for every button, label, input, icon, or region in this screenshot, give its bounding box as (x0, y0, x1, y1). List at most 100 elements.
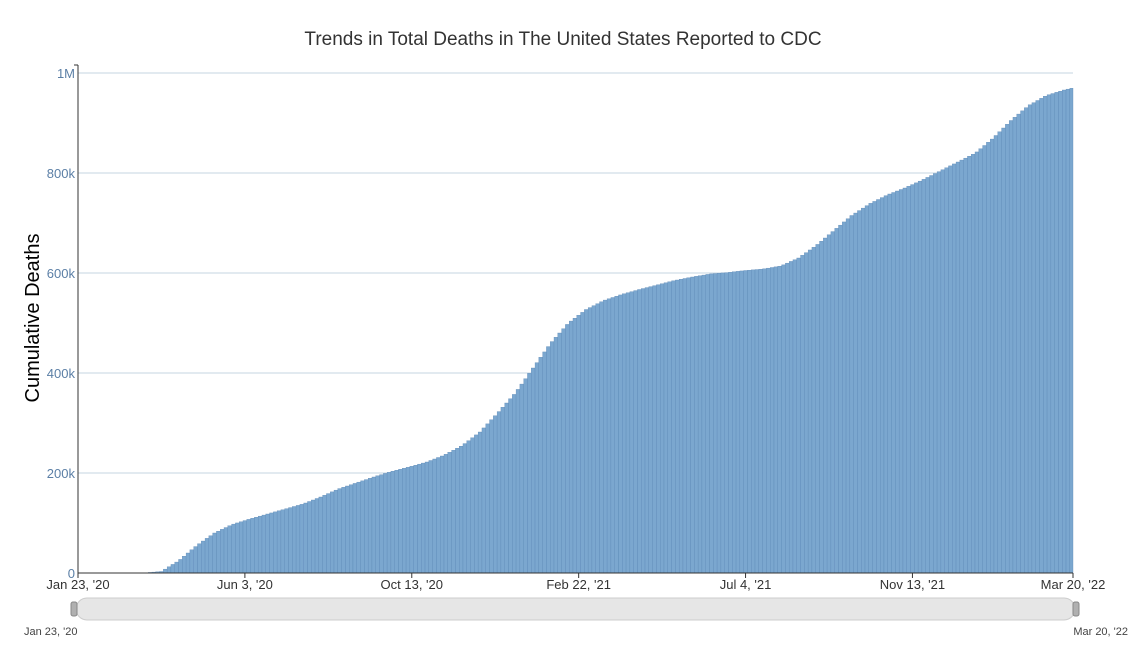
bar (630, 292, 634, 573)
bar (747, 270, 751, 573)
bar (922, 179, 926, 573)
y-axis-label: Cumulative Deaths (22, 234, 44, 403)
bar (543, 352, 547, 573)
bar (565, 324, 569, 573)
bar (971, 154, 975, 573)
bar (1058, 91, 1062, 573)
bar (941, 170, 945, 573)
bar (167, 567, 171, 573)
bar (1055, 92, 1059, 573)
bar (907, 186, 911, 573)
bar (1032, 103, 1036, 573)
bar (584, 310, 588, 574)
range-selector-track[interactable] (76, 598, 1075, 620)
bar (691, 277, 695, 573)
bar (535, 363, 539, 573)
bar (402, 468, 406, 573)
bar (452, 450, 456, 573)
x-tick-label: Oct 13, '20 (381, 577, 443, 592)
bar (588, 308, 592, 573)
bar (713, 274, 717, 573)
bar (448, 452, 452, 573)
bar (770, 268, 774, 574)
bar (364, 480, 368, 573)
bar (1021, 111, 1025, 573)
bar (732, 272, 736, 573)
x-tick-label: Jan 23, '20 (46, 577, 109, 592)
bar (914, 183, 918, 573)
bar (338, 489, 342, 573)
bar (603, 300, 607, 573)
bar (455, 448, 459, 573)
bar (994, 136, 998, 574)
bar (175, 562, 179, 573)
bar (1013, 117, 1017, 573)
bar (417, 464, 421, 573)
x-tick-label: Jun 3, '20 (217, 577, 273, 592)
range-handle-left[interactable] (71, 602, 77, 616)
bar (672, 281, 676, 573)
bar (201, 541, 205, 573)
bar (292, 507, 296, 574)
x-tick-label: Nov 13, '21 (880, 577, 945, 592)
bar (273, 512, 277, 573)
bar (1066, 89, 1070, 573)
x-tick-label: Mar 20, '22 (1041, 577, 1106, 592)
bar (497, 412, 501, 573)
bar (660, 284, 664, 573)
bar (801, 255, 805, 573)
bar (618, 295, 622, 573)
y-tick-label: 1M (57, 66, 75, 81)
bar (391, 471, 395, 573)
bar (383, 473, 387, 573)
y-tick-label: 200k (47, 466, 76, 481)
bar (702, 275, 706, 573)
bar (694, 276, 698, 573)
bar (395, 470, 399, 573)
bar (205, 538, 209, 573)
bar (899, 190, 903, 574)
bar (281, 510, 285, 573)
bar (637, 290, 641, 574)
bar (353, 483, 357, 573)
bar (986, 142, 990, 573)
bar (850, 216, 854, 574)
bar (903, 188, 907, 573)
bar (1040, 98, 1044, 573)
bar (554, 337, 558, 573)
bar (307, 502, 311, 574)
bar (884, 196, 888, 573)
bar (766, 268, 770, 573)
bar (254, 517, 258, 573)
bar (380, 475, 384, 573)
bar (209, 536, 213, 573)
bar (520, 384, 524, 573)
bar (490, 420, 494, 573)
bar (926, 177, 930, 573)
bar (600, 302, 604, 573)
bar (645, 288, 649, 573)
bar (615, 296, 619, 573)
bar (675, 280, 679, 573)
bar (983, 146, 987, 574)
bar (835, 228, 839, 573)
bar (531, 368, 535, 573)
bar (243, 521, 247, 573)
range-selector[interactable]: Jan 23, '20 Mar 20, '22 (24, 598, 1128, 638)
bar (930, 176, 934, 574)
bar (751, 270, 755, 573)
bar (524, 379, 528, 573)
bar (975, 152, 979, 573)
bar (622, 294, 626, 573)
bar (998, 132, 1002, 573)
bar (171, 564, 175, 573)
bar (163, 569, 167, 573)
bar (300, 504, 304, 573)
bar (823, 238, 827, 573)
range-handle-right[interactable] (1073, 602, 1079, 616)
bar (967, 156, 971, 573)
bar (804, 253, 808, 573)
bar (493, 416, 497, 573)
bar (311, 500, 315, 573)
bar (190, 550, 194, 573)
